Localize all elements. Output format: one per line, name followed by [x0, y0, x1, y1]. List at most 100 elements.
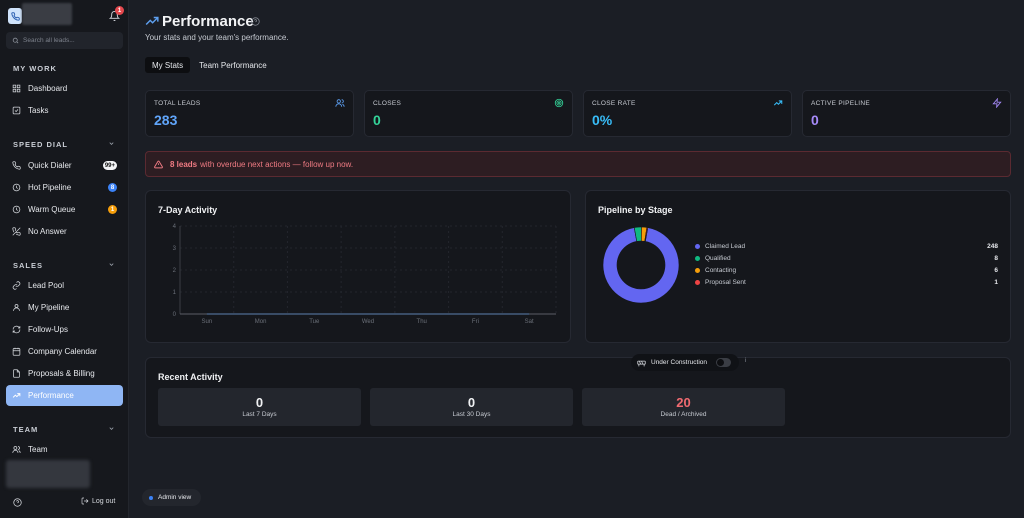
legend-dot — [695, 267, 700, 273]
sidebar-item-dashboard[interactable]: Dashboard — [6, 78, 123, 99]
users-icon — [12, 445, 21, 454]
user-profile-redacted[interactable] — [6, 460, 90, 488]
legend-item: Qualified 8 — [695, 253, 998, 263]
sidebar-item-team[interactable]: Team — [6, 439, 123, 460]
sidebar-item-company-calendar[interactable]: Company Calendar — [6, 341, 123, 362]
recent-value: 20 — [676, 395, 691, 410]
page-subtitle: Your stats and your team's performance. — [145, 33, 289, 42]
info-icon[interactable]: i — [745, 358, 747, 364]
section-sales: SALES — [13, 261, 44, 270]
admin-view-badge[interactable]: Admin view — [142, 489, 201, 506]
tab-team-performance[interactable]: Team Performance — [199, 60, 267, 70]
legend-item: Contacting 6 — [695, 265, 998, 275]
barrier-icon — [637, 360, 646, 366]
sidebar-item-label: Tasks — [28, 106, 49, 115]
recent-value: 0 — [255, 395, 264, 410]
recent-caption: Last 30 Days — [452, 411, 491, 418]
sidebar-item-follow-ups[interactable]: Follow-Ups — [6, 319, 123, 340]
pipeline-title: Pipeline by Stage — [598, 205, 673, 215]
clock-icon — [12, 183, 21, 192]
alert-message: with overdue next actions — follow up no… — [200, 159, 354, 169]
tab-bar: My Stats Team Performance — [145, 57, 276, 73]
phone-off-icon — [12, 227, 21, 236]
legend-count: 1 — [994, 278, 998, 286]
sidebar-item-label: Hot Pipeline — [28, 183, 72, 192]
recent-caption: Dead / Archived — [660, 411, 707, 418]
sidebar-item-my-pipeline[interactable]: My Pipeline — [6, 297, 123, 318]
clock-icon — [12, 205, 21, 214]
legend-label: Qualified — [705, 254, 731, 262]
stat-label: CLOSE RATE — [592, 100, 636, 107]
sidebar-item-performance[interactable]: Performance — [6, 385, 123, 406]
legend-label: Proposal Sent — [705, 278, 746, 286]
stat-value: 283 — [154, 112, 178, 128]
stat-value: 0 — [811, 112, 819, 128]
users-icon — [335, 99, 345, 107]
search-box[interactable] — [6, 32, 123, 49]
target-icon — [554, 98, 564, 108]
logout-button[interactable]: Log out — [81, 497, 115, 505]
section-my-work: MY WORK — [13, 64, 57, 73]
legend-label: Contacting — [705, 266, 737, 274]
trend-icon — [773, 100, 783, 106]
help-circle-icon[interactable] — [251, 17, 260, 26]
y-tick-label: 3 — [173, 246, 177, 252]
sidebar-item-label: Company Calendar — [28, 347, 97, 356]
link-icon — [12, 281, 21, 290]
legend-dot — [695, 255, 700, 261]
sidebar-item-no-answer[interactable]: No Answer — [6, 221, 123, 242]
sidebar-item-quick-dialer[interactable]: Quick Dialer 99+ — [6, 155, 123, 176]
sidebar-item-warm-queue[interactable]: Warm Queue 1 — [6, 199, 123, 220]
x-tick-label: Fri — [472, 319, 479, 325]
donut-slice[interactable] — [602, 227, 680, 304]
sidebar-item-label: My Pipeline — [28, 303, 70, 312]
recent-box-30-days: 0 Last 30 Days — [370, 388, 573, 426]
search-input[interactable] — [23, 37, 123, 44]
chevron-down-icon[interactable] — [108, 261, 115, 268]
count-badge: 8 — [108, 183, 117, 192]
stat-card-active-pipeline: ACTIVE PIPELINE 0 — [802, 90, 1011, 137]
refresh-icon — [12, 325, 21, 334]
stat-value: 0% — [592, 112, 613, 128]
overdue-alert[interactable]: 8 leads with overdue next actions — foll… — [145, 151, 1011, 177]
toggle-switch[interactable] — [716, 358, 731, 367]
phone-logo-icon[interactable] — [8, 8, 22, 24]
notification-badge: 1 — [115, 6, 124, 15]
document-icon — [12, 369, 21, 378]
sidebar-item-proposals-billing[interactable]: Proposals & Billing — [6, 363, 123, 384]
help-icon[interactable] — [13, 498, 22, 507]
legend-item: Claimed Lead 248 — [695, 241, 998, 251]
stat-label: CLOSES — [373, 100, 402, 107]
sidebar-item-tasks[interactable]: Tasks — [6, 100, 123, 121]
donut-slice[interactable] — [644, 227, 649, 242]
under-construction-label: Under Construction — [651, 359, 707, 366]
legend-item: Proposal Sent 1 — [695, 277, 998, 287]
search-icon — [12, 37, 19, 44]
stat-card-closes: CLOSES 0 — [364, 90, 573, 137]
legend-count: 8 — [994, 254, 998, 262]
tab-my-stats[interactable]: My Stats — [145, 57, 191, 73]
bell-icon[interactable] — [108, 10, 121, 22]
logout-label: Log out — [92, 497, 116, 505]
sidebar-item-label: Quick Dialer — [28, 161, 72, 170]
sidebar-item-hot-pipeline[interactable]: Hot Pipeline 8 — [6, 177, 123, 198]
trend-up-icon — [12, 391, 21, 400]
under-construction-toggle[interactable]: Under Construction — [631, 354, 739, 371]
legend-label: Claimed Lead — [705, 242, 746, 250]
sidebar-item-label: Follow-Ups — [28, 325, 69, 334]
legend-dot — [695, 279, 700, 285]
sidebar-item-lead-pool[interactable]: Lead Pool — [6, 275, 123, 296]
chevron-down-icon[interactable] — [108, 140, 115, 147]
grid-icon — [12, 84, 21, 93]
logout-icon — [81, 497, 89, 505]
bolt-icon — [992, 98, 1002, 108]
sidebar-item-label: Lead Pool — [28, 281, 65, 290]
chevron-down-icon[interactable] — [108, 425, 115, 432]
recent-activity-title: Recent Activity — [158, 372, 223, 382]
pipeline-panel — [585, 190, 1011, 343]
section-team: TEAM — [13, 425, 39, 434]
trend-up-icon — [145, 16, 159, 26]
recent-box-dead-archived: 20 Dead / Archived — [582, 388, 785, 426]
count-badge: 1 — [108, 205, 117, 214]
stat-card-close-rate: CLOSE RATE 0% — [583, 90, 792, 137]
